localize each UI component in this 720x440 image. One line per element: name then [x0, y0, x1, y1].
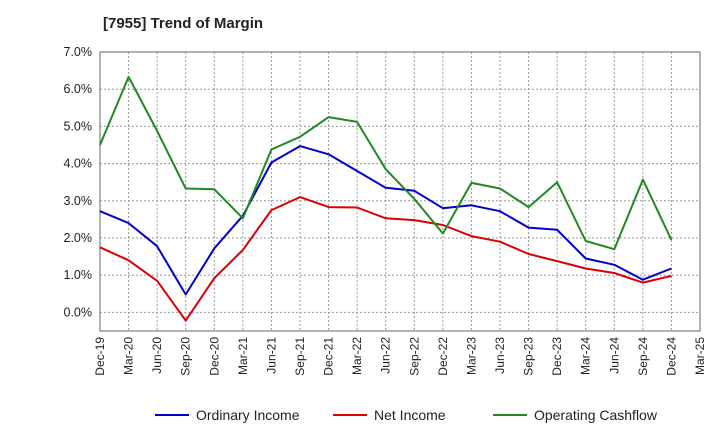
grid-lines	[99, 51, 701, 331]
y-tick-label: 3.0%	[64, 194, 93, 208]
legend-label: Operating Cashflow	[534, 407, 658, 423]
y-tick-label: 4.0%	[64, 157, 93, 171]
x-tick-label: Mar-21	[236, 337, 250, 375]
x-tick-label: Jun-23	[493, 337, 507, 374]
x-axis-ticks: Dec-19 Mar-20 Jun-20 Sep-20 Dec-20 Mar-21 Jun-…	[93, 337, 707, 376]
y-tick-label: 0.0%	[64, 305, 93, 319]
legend: Ordinary Income Net Income Operating Cashf…	[155, 407, 658, 423]
x-tick-label: Dec-24	[664, 337, 678, 376]
series-line-operating-cashflow	[99, 75, 673, 251]
x-tick-label: Sep-21	[293, 337, 307, 376]
x-tick-label: Dec-23	[550, 337, 564, 376]
x-tick-label: Jun-21	[264, 337, 278, 374]
chart-title: [7955] Trend of Margin	[103, 15, 264, 32]
plot-area-frame	[99, 51, 701, 332]
series-lines	[99, 75, 673, 322]
legend-label: Net Income	[374, 407, 446, 423]
x-tick-label: Sep-22	[407, 337, 421, 376]
x-tick-label: Sep-23	[522, 337, 536, 376]
x-tick-label: Mar-23	[464, 337, 478, 375]
x-tick-label: Sep-24	[636, 337, 650, 376]
x-tick-label: Dec-22	[436, 337, 450, 376]
series-line-net-income	[99, 196, 672, 322]
x-tick-label: Mar-24	[579, 337, 593, 375]
x-tick-label: Sep-20	[179, 337, 193, 376]
y-axis-ticks: 7.0% 6.0% 5.0% 4.0% 3.0% 2.0% 1.0% 0.0%	[64, 45, 93, 319]
x-tick-label: Mar-22	[350, 337, 364, 375]
x-tick-label: Dec-19	[93, 337, 107, 376]
y-tick-label: 7.0%	[64, 45, 93, 59]
x-tick-label: Mar-20	[122, 337, 136, 375]
y-tick-label: 1.0%	[64, 268, 93, 282]
x-tick-label: Mar-25	[693, 337, 707, 375]
x-tick-label: Dec-20	[207, 337, 221, 376]
series-line-ordinary-income	[99, 145, 672, 296]
legend-label: Ordinary Income	[196, 407, 300, 423]
x-tick-label: Jun-20	[150, 337, 164, 374]
y-tick-label: 6.0%	[64, 82, 93, 96]
y-tick-label: 2.0%	[64, 231, 93, 245]
x-tick-label: Jun-22	[379, 337, 393, 374]
x-tick-label: Dec-21	[322, 337, 336, 376]
y-tick-label: 5.0%	[64, 119, 93, 133]
x-tick-label: Jun-24	[607, 337, 621, 374]
